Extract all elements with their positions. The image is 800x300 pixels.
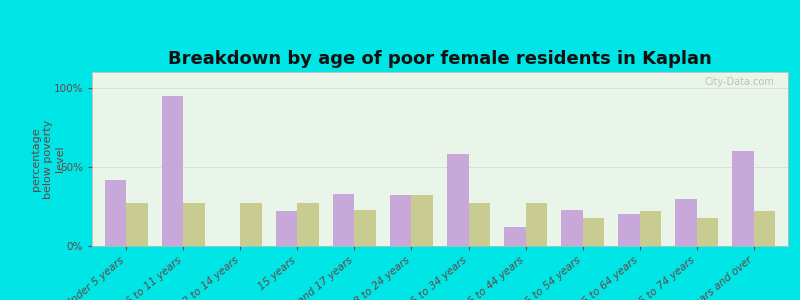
Bar [561, 210, 582, 246]
Bar [105, 180, 126, 246]
Bar [618, 214, 640, 246]
Bar [354, 210, 376, 246]
Title: Breakdown by age of poor female residents in Kaplan: Breakdown by age of poor female resident… [168, 50, 712, 68]
Y-axis label: percentage
below poverty
level: percentage below poverty level [31, 119, 65, 199]
Bar [526, 203, 547, 246]
Bar [333, 194, 354, 246]
Bar [447, 154, 469, 246]
Bar [732, 151, 754, 246]
Bar [298, 203, 319, 246]
Bar [582, 218, 604, 246]
Text: City-Data.com: City-Data.com [704, 77, 774, 87]
Bar [183, 203, 205, 246]
Bar [126, 203, 148, 246]
Bar [162, 96, 183, 246]
Bar [697, 218, 718, 246]
Bar [240, 203, 262, 246]
Bar [640, 211, 662, 246]
Bar [390, 195, 411, 246]
Bar [504, 227, 526, 246]
Bar [754, 211, 775, 246]
Bar [469, 203, 490, 246]
Bar [276, 211, 298, 246]
Bar [675, 199, 697, 246]
Bar [411, 195, 433, 246]
